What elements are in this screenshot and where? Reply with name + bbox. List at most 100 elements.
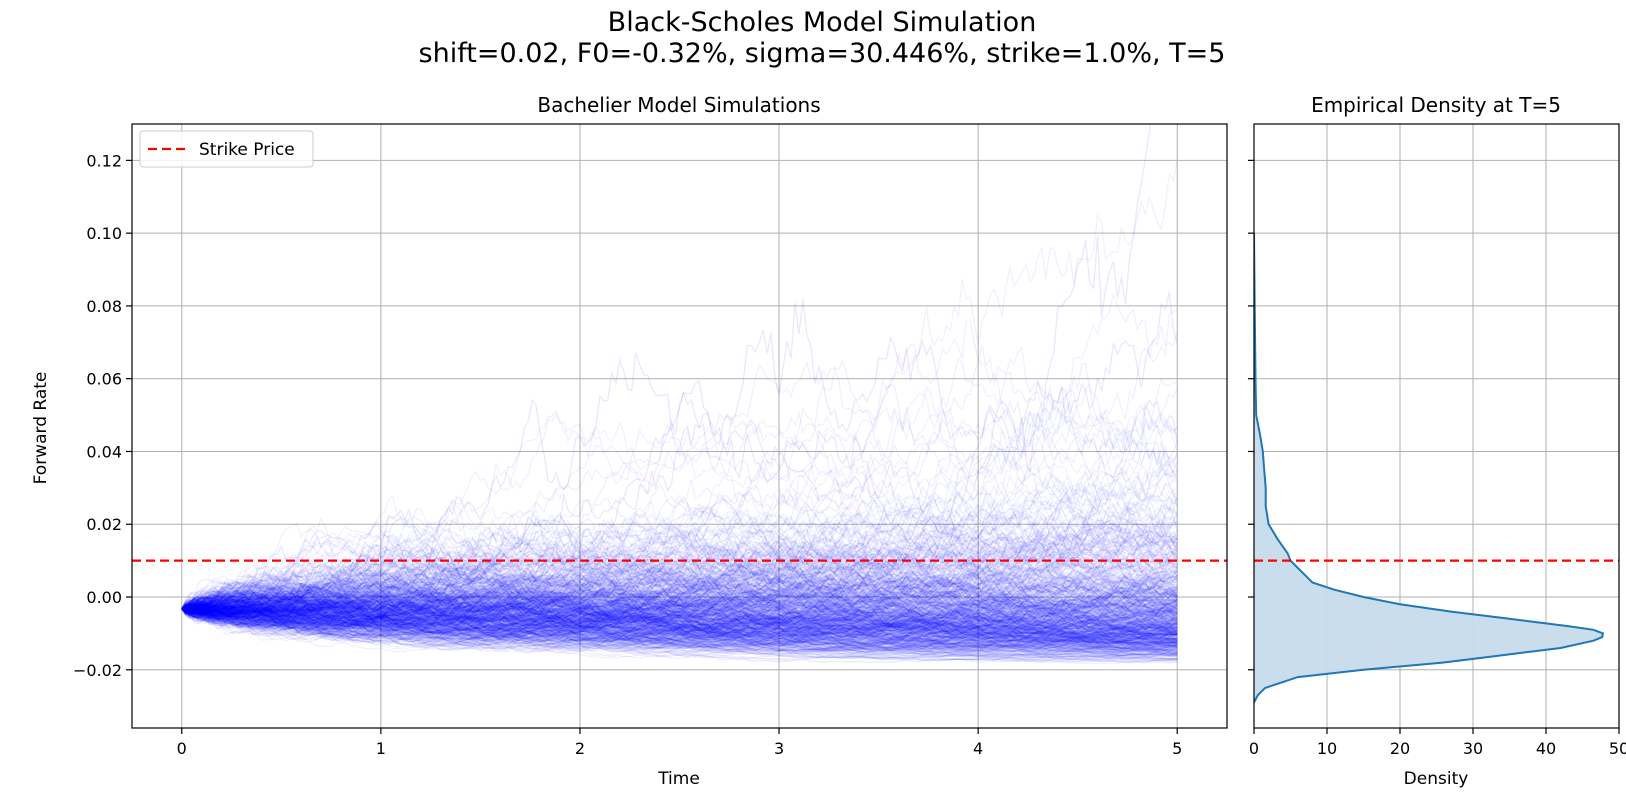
simulated-path	[181, 587, 1178, 657]
simulated-path	[181, 455, 1178, 615]
simulated-path	[181, 570, 1178, 628]
simulated-path	[181, 579, 1178, 626]
simulated-path	[181, 595, 1178, 656]
simulated-path	[181, 598, 1178, 644]
simulated-path	[181, 594, 1178, 647]
simulated-path	[181, 549, 1178, 634]
simulated-path	[181, 607, 1178, 658]
simulated-path	[181, 502, 1178, 610]
simulated-path	[181, 543, 1178, 652]
simulated-path	[181, 608, 1178, 647]
simulated-path	[181, 597, 1178, 657]
simulated-path	[181, 580, 1178, 638]
simulated-path	[181, 570, 1178, 644]
simulated-path	[181, 557, 1178, 631]
simulated-path	[181, 546, 1178, 639]
simulated-path	[181, 526, 1178, 628]
simulated-path	[181, 528, 1178, 612]
simulated-path	[181, 574, 1178, 639]
simulated-path	[181, 570, 1178, 648]
simulated-path	[181, 579, 1178, 644]
simulated-path	[181, 576, 1178, 636]
simulated-path	[181, 537, 1178, 620]
simulated-path	[181, 605, 1178, 656]
simulated-path	[181, 516, 1178, 628]
simulated-path	[181, 585, 1178, 641]
simulated-path	[181, 594, 1178, 649]
simulated-path	[181, 577, 1178, 634]
simulated-path	[181, 593, 1178, 650]
simulated-path	[181, 603, 1178, 641]
simulated-path	[181, 310, 1178, 614]
legend-strike-label: Strike Price	[199, 140, 295, 160]
simulated-path	[181, 565, 1178, 632]
simulated-path	[181, 606, 1178, 650]
simulated-path	[181, 608, 1178, 651]
simulated-path	[181, 603, 1178, 643]
simulated-path	[181, 594, 1178, 631]
simulated-path	[181, 582, 1178, 642]
simulated-path	[181, 549, 1178, 629]
simulated-path	[181, 605, 1178, 631]
simulated-path	[181, 587, 1178, 637]
simulated-path	[181, 604, 1178, 645]
simulated-path	[181, 591, 1178, 635]
simulated-path	[181, 575, 1178, 639]
simulated-path	[181, 600, 1178, 639]
simulated-path	[181, 593, 1178, 642]
simulated-path	[181, 585, 1178, 634]
simulated-path	[181, 587, 1178, 639]
simulated-path	[181, 576, 1178, 634]
simulated-path	[181, 608, 1178, 642]
simulated-path	[181, 593, 1178, 655]
sim-ytick-label: 0.02	[86, 515, 122, 534]
simulated-path	[181, 607, 1178, 648]
simulated-path	[181, 482, 1178, 625]
simulated-path	[181, 598, 1178, 641]
simulated-path	[181, 595, 1178, 643]
simulated-path	[181, 508, 1178, 632]
simulated-path	[181, 597, 1178, 654]
simulated-path	[181, 524, 1178, 613]
simulated-path	[181, 588, 1178, 644]
simulated-path	[181, 501, 1178, 611]
simulated-path	[181, 562, 1178, 616]
density-xtick-label: 30	[1463, 739, 1483, 758]
simulated-path	[181, 587, 1178, 628]
simulated-path	[181, 575, 1178, 633]
simulated-path	[181, 598, 1178, 654]
simulated-path	[181, 603, 1178, 644]
simulated-path	[181, 553, 1178, 622]
simulated-path	[181, 572, 1178, 621]
sim-xtick-label: 4	[973, 739, 983, 758]
simulated-path	[181, 600, 1178, 639]
simulated-path	[181, 607, 1178, 636]
sim-ytick-label: 0.08	[86, 297, 122, 316]
simulated-path	[181, 572, 1178, 634]
simulated-path	[181, 574, 1178, 642]
simulated-path	[181, 599, 1178, 636]
simulated-path	[181, 603, 1178, 642]
simulated-path	[181, 577, 1178, 627]
simulated-path	[181, 595, 1178, 636]
simulated-path	[181, 564, 1178, 622]
simulated-path	[181, 449, 1178, 627]
sim-xtick-label: 3	[774, 739, 784, 758]
simulated-path	[181, 587, 1178, 634]
simulated-path	[181, 487, 1178, 621]
simulated-path	[181, 590, 1178, 632]
simulated-path	[181, 564, 1178, 638]
simulated-path	[181, 575, 1178, 629]
simulation-axes-frame	[131, 123, 1228, 729]
simulated-path	[181, 594, 1178, 647]
simulated-path	[181, 599, 1178, 647]
simulated-path	[181, 583, 1178, 640]
simulated-path	[181, 605, 1178, 661]
simulated-path	[181, 566, 1178, 634]
simulated-path	[181, 604, 1178, 647]
simulated-path	[181, 507, 1178, 616]
simulated-path	[181, 594, 1178, 658]
simulated-path	[181, 604, 1178, 655]
simulated-path	[181, 606, 1178, 654]
simulated-path	[181, 553, 1178, 622]
